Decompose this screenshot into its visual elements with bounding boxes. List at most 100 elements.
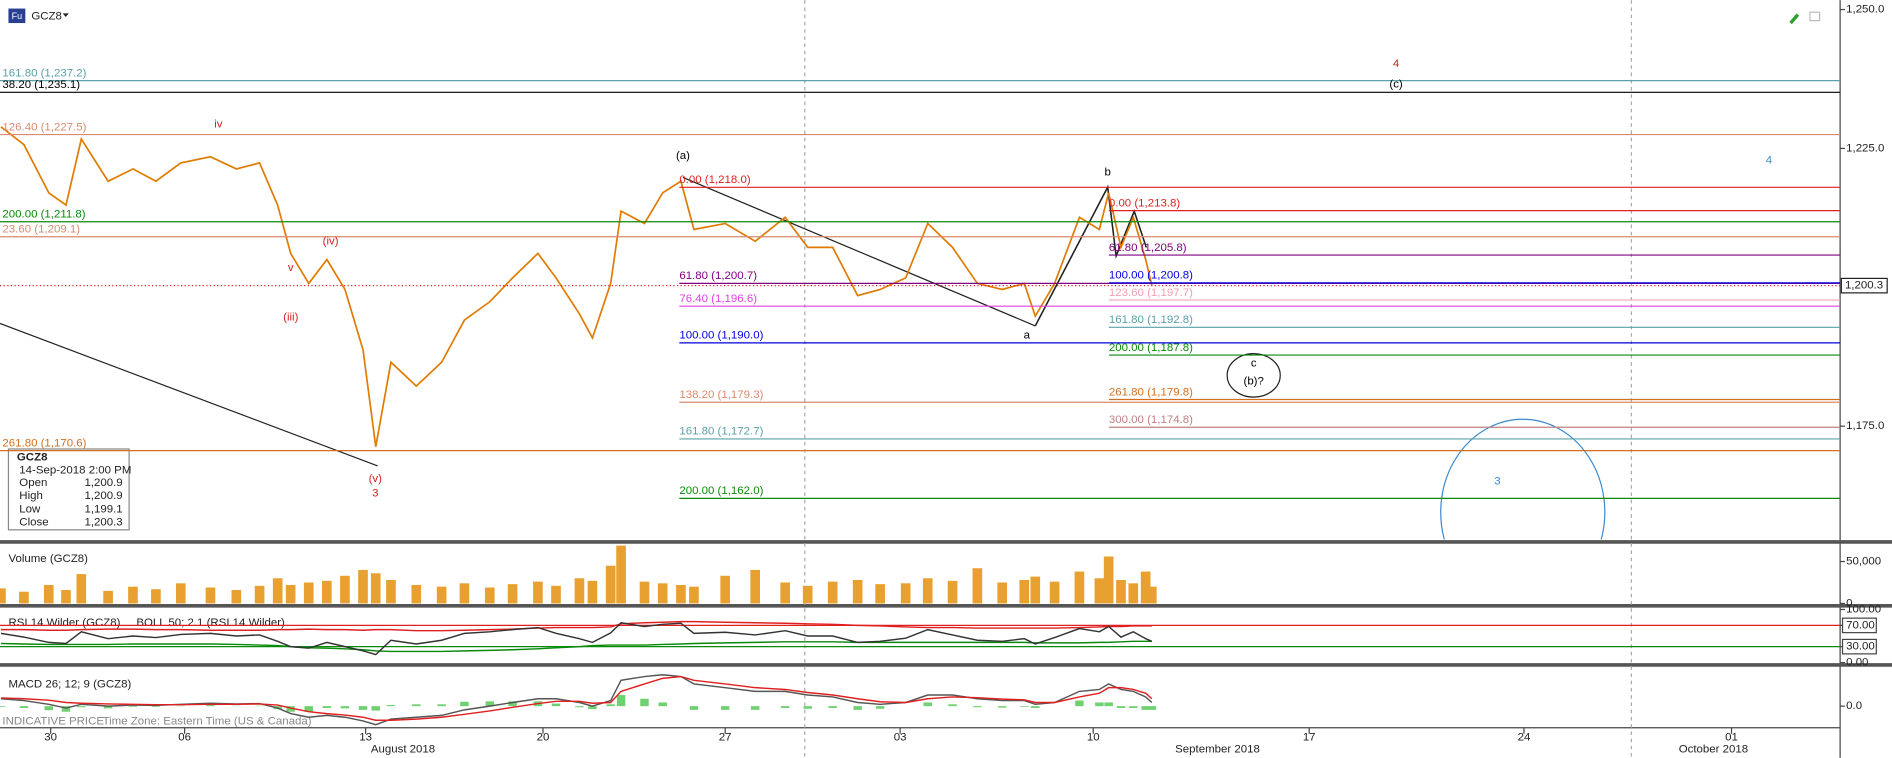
fib-label: 76.40 (1,196.6) (679, 293, 757, 305)
bar (1031, 706, 1040, 709)
month-label: August 2018 (371, 743, 435, 755)
y-tick-label: 0 (1846, 597, 1852, 609)
symbol[interactable]: GCZ8 (31, 10, 62, 22)
info-symbol: GCZ8 (17, 451, 48, 463)
fib-label: 123.60 (1,197.7) (1109, 287, 1193, 299)
info-label: Low (19, 503, 41, 515)
bar (997, 706, 1007, 708)
bar (103, 706, 113, 709)
bar (689, 586, 699, 604)
x-tick-label: 13 (359, 731, 372, 743)
x-tick-label: 24 (1518, 731, 1531, 743)
target-ellipse (1440, 418, 1606, 540)
bar (875, 584, 885, 604)
bar (780, 706, 790, 709)
bar (412, 704, 421, 707)
month-label: October 2018 (1679, 743, 1748, 755)
x-tick-label: 30 (44, 731, 57, 743)
bar (922, 578, 933, 604)
bar (997, 582, 1008, 604)
info-value: 1,200.9 (84, 477, 122, 489)
dropdown-arrow[interactable] (62, 13, 69, 18)
bar (616, 695, 626, 707)
bar (1074, 571, 1085, 604)
bar (616, 545, 626, 604)
window-icon[interactable] (1809, 11, 1821, 22)
wave-label: (iv) (323, 235, 339, 247)
info-value: 1,199.1 (84, 503, 122, 515)
wave-label: (a) (676, 150, 690, 162)
bar (1140, 571, 1151, 604)
wave-label: c (1251, 357, 1257, 369)
bar (605, 565, 616, 604)
fib-label: 161.80 (1,172.7) (679, 426, 763, 438)
wave-label: v (288, 262, 294, 274)
bar (304, 706, 313, 712)
wave-label: b (1105, 167, 1111, 179)
series-line (0, 620, 1152, 632)
wave-label: iv (214, 118, 223, 130)
bar (640, 698, 649, 707)
fib-label: 61.80 (1,200.7) (679, 270, 757, 282)
bar (436, 586, 447, 604)
bar (828, 706, 837, 709)
bar (321, 580, 332, 604)
target-circle (1226, 353, 1281, 398)
timezone: Time Zone: Eastern Time (US & Canada) (103, 716, 312, 728)
bar (972, 568, 983, 604)
bar (371, 706, 380, 711)
symbol-icon[interactable] (8, 8, 26, 24)
bar (1147, 706, 1157, 710)
fib-label: 138.20 (1,179.3) (679, 389, 763, 401)
bar (923, 702, 932, 707)
bar (43, 584, 54, 604)
wave-label: 3 (1494, 476, 1500, 488)
bar (1147, 586, 1157, 604)
wave-label: (v) (369, 473, 383, 485)
fib-label: 261.80 (1,179.8) (1109, 386, 1193, 398)
bar (639, 581, 650, 604)
month-label: September 2018 (1175, 743, 1260, 755)
bar (484, 587, 495, 604)
fib-label: 261.80 (1,170.6) (2, 437, 86, 449)
x-tick-label: 06 (178, 731, 191, 743)
bar (750, 569, 761, 604)
bar (1128, 583, 1139, 604)
bar (485, 701, 494, 707)
fib-label: 126.40 (1,227.5) (2, 121, 86, 133)
bar (19, 591, 29, 604)
x-tick-label: 01 (1725, 731, 1738, 743)
bar (77, 706, 86, 708)
info-value: 1,200.3 (84, 517, 122, 529)
bar (285, 584, 296, 604)
symbol-icon-text: Fu (12, 11, 23, 21)
bar (0, 706, 6, 707)
bar (19, 706, 29, 709)
bar (1019, 579, 1030, 604)
y-tick-label: 100.00 (1846, 603, 1881, 615)
bar (175, 583, 186, 604)
bar (657, 583, 668, 604)
bar (205, 587, 216, 604)
bar (128, 706, 138, 707)
fib-label: 38.20 (1,235.1) (2, 79, 80, 91)
info-label: High (19, 490, 43, 502)
bar (231, 590, 242, 604)
bar (151, 589, 161, 604)
bar (720, 706, 730, 710)
footer: INDICATIVE PRICE (2, 716, 104, 728)
x-tick-label: 17 (1303, 731, 1316, 743)
bar (370, 573, 381, 604)
bar (459, 583, 470, 604)
bar (588, 706, 597, 710)
info-value: 1,200.9 (84, 490, 122, 502)
bar (587, 580, 598, 604)
bar (780, 582, 790, 604)
bar (437, 704, 446, 707)
draw-tool-icon[interactable] (1789, 13, 1800, 25)
bar (358, 569, 368, 604)
fib-label: 200.00 (1,211.8) (2, 209, 85, 221)
wave-label: (b)? (1244, 375, 1264, 387)
wave-label: a (1024, 330, 1031, 342)
